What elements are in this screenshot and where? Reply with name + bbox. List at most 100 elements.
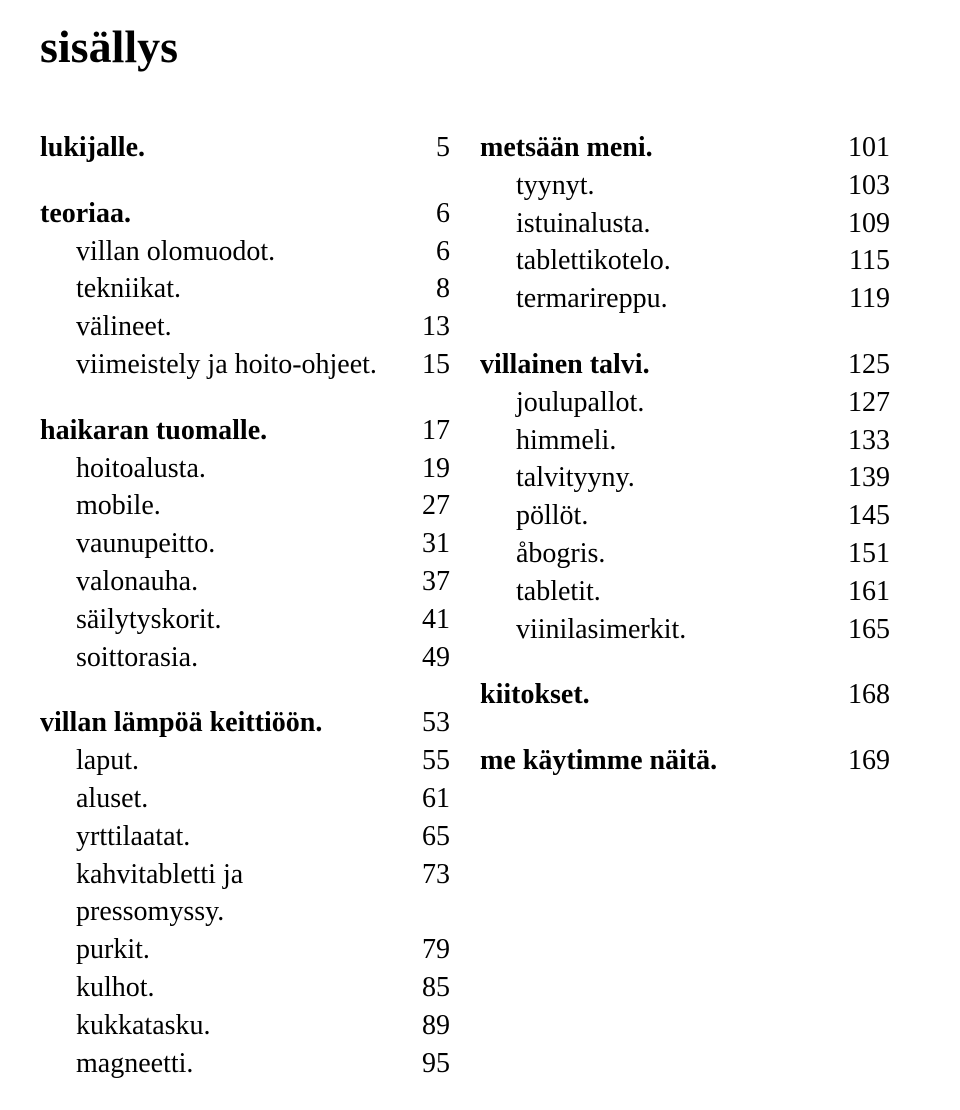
toc-column-right: metsään meni.101tyynyt. 103 istuinalusta. 1…: [480, 129, 890, 1110]
toc-entry-label: tablettikotelo.: [480, 242, 671, 280]
toc-entry-label: viimeistely ja hoito-ohjeet.: [40, 346, 377, 384]
toc-entry-page: 65: [390, 818, 450, 856]
toc-section-label: villainen talvi.: [480, 346, 650, 384]
toc-entry-row: villan olomuodot. 6: [40, 233, 450, 271]
toc-section-page: 53: [390, 704, 450, 742]
toc-section-row: teoriaa.6: [40, 195, 450, 233]
toc-column-left: lukijalle.5teoriaa.6villan olomuodot.6te…: [40, 129, 450, 1110]
toc-entry-row: kukkatasku.89: [40, 1007, 450, 1045]
page-title: sisällys: [40, 20, 890, 73]
toc-entry-page: 79: [390, 931, 450, 969]
toc-entry-label: hoitoalusta.: [40, 450, 206, 488]
toc-section-page: 168: [830, 676, 890, 714]
toc-group: teoriaa.6villan olomuodot.6tekniikat.8vä…: [40, 195, 450, 384]
toc-entry-label: magneetti.: [40, 1045, 193, 1083]
toc-entry-label: laput.: [40, 742, 139, 780]
toc-entry-row: purkit. 79: [40, 931, 450, 969]
toc-entry-row: kahvitabletti ja pressomyssy.73: [40, 856, 450, 932]
toc-section-page: 5: [390, 129, 450, 167]
toc-section-label: villan lämpöä keittiöön.: [40, 704, 322, 742]
toc-entry-row: aluset. 61: [40, 780, 450, 818]
toc-entry-label: tabletit.: [480, 573, 601, 611]
toc-group: metsään meni.101tyynyt. 103 istuinalusta. 1…: [480, 129, 890, 318]
toc-section-row: metsään meni.101: [480, 129, 890, 167]
toc-entry-label: istuinalusta.: [480, 205, 651, 243]
toc-entry-label: himmeli.: [480, 422, 616, 460]
toc-entry-row: vaunupeitto.31: [40, 525, 450, 563]
toc-entry-row: laput. 55: [40, 742, 450, 780]
toc-entry-label: purkit.: [40, 931, 150, 969]
toc-entry-row: tabletit. 161: [480, 573, 890, 611]
toc-entry-row: hoitoalusta.19: [40, 450, 450, 488]
toc-entry-row: åbogris.151: [480, 535, 890, 573]
toc-section-label: me käytimme näitä.: [480, 742, 717, 780]
toc-entry-row: tekniikat.8: [40, 270, 450, 308]
toc-entry-row: himmeli. 133: [480, 422, 890, 460]
toc-entry-label: villan olomuodot.: [40, 233, 275, 271]
toc-section-row: me käytimme näitä. 169: [480, 742, 890, 780]
toc-entry-page: 31: [390, 525, 450, 563]
toc-group: kiitokset. 168: [480, 676, 890, 714]
toc-group: me käytimme näitä. 169: [480, 742, 890, 780]
toc-entry-page: 133: [830, 422, 890, 460]
toc-entry-row: joulupallot.127: [480, 384, 890, 422]
toc-entry-page: 161: [830, 573, 890, 611]
toc-entry-page: 41: [390, 601, 450, 639]
toc-entry-page: 85: [390, 969, 450, 1007]
toc-entry-page: 89: [390, 1007, 450, 1045]
toc-entry-page: 6: [390, 233, 450, 271]
toc-entry-label: tekniikat.: [40, 270, 181, 308]
toc-entry-label: pöllöt.: [480, 497, 588, 535]
toc-entry-page: 151: [830, 535, 890, 573]
toc-entry-row: soittorasia.49: [40, 639, 450, 677]
toc-group: villainen talvi. 125joulupallot.127himmel…: [480, 346, 890, 648]
toc-entry-row: mobile. 27: [40, 487, 450, 525]
toc-entry-label: säilytyskorit.: [40, 601, 221, 639]
toc-section-label: lukijalle.: [40, 129, 145, 167]
toc-entry-row: yrttilaatat.65: [40, 818, 450, 856]
toc-entry-row: tyynyt. 103: [480, 167, 890, 205]
toc-section-row: haikaran tuomalle. 17: [40, 412, 450, 450]
toc-entry-row: kulhot.85: [40, 969, 450, 1007]
toc-section-page: 125: [830, 346, 890, 384]
toc-section-label: kiitokset.: [480, 676, 590, 714]
toc-entry-page: 103: [830, 167, 890, 205]
toc-section-row: villainen talvi. 125: [480, 346, 890, 384]
toc-entry-page: 27: [390, 487, 450, 525]
toc-entry-row: talvityyny.139: [480, 459, 890, 497]
toc-entry-label: mobile.: [40, 487, 161, 525]
toc-entry-page: 55: [390, 742, 450, 780]
toc-section-label: haikaran tuomalle.: [40, 412, 267, 450]
toc-entry-page: 119: [830, 280, 890, 318]
toc-columns: lukijalle.5teoriaa.6villan olomuodot.6te…: [40, 129, 890, 1110]
toc-entry-page: 61: [390, 780, 450, 818]
toc-section-row: lukijalle. 5: [40, 129, 450, 167]
toc-section-page: 17: [390, 412, 450, 450]
toc-section-page: 6: [390, 195, 450, 233]
toc-entry-row: termarireppu. 119: [480, 280, 890, 318]
toc-entry-label: valonauha.: [40, 563, 198, 601]
toc-entry-page: 37: [390, 563, 450, 601]
toc-group: haikaran tuomalle. 17hoitoalusta.19mobile…: [40, 412, 450, 677]
toc-entry-row: valonauha. 37: [40, 563, 450, 601]
toc-entry-page: 109: [830, 205, 890, 243]
toc-entry-row: viimeistely ja hoito-ohjeet.15: [40, 346, 450, 384]
toc-group: villan lämpöä keittiöön.53laput.55aluset…: [40, 704, 450, 1082]
toc-entry-row: välineet.13: [40, 308, 450, 346]
toc-entry-label: aluset.: [40, 780, 148, 818]
toc-section-row: villan lämpöä keittiöön. 53: [40, 704, 450, 742]
toc-group: lukijalle. 5: [40, 129, 450, 167]
toc-entry-row: tablettikotelo.115: [480, 242, 890, 280]
toc-entry-row: magneetti.95: [40, 1045, 450, 1083]
toc-section-row: kiitokset. 168: [480, 676, 890, 714]
toc-entry-label: termarireppu.: [480, 280, 668, 318]
toc-entry-label: kahvitabletti ja pressomyssy.: [40, 856, 390, 932]
toc-entry-page: 165: [830, 611, 890, 649]
toc-entry-label: välineet.: [40, 308, 172, 346]
toc-entry-label: tyynyt.: [480, 167, 595, 205]
toc-entry-label: joulupallot.: [480, 384, 644, 422]
toc-section-page: 101: [830, 129, 890, 167]
toc-entry-label: talvityyny.: [480, 459, 635, 497]
toc-section-page: 169: [830, 742, 890, 780]
toc-entry-row: pöllöt.145: [480, 497, 890, 535]
